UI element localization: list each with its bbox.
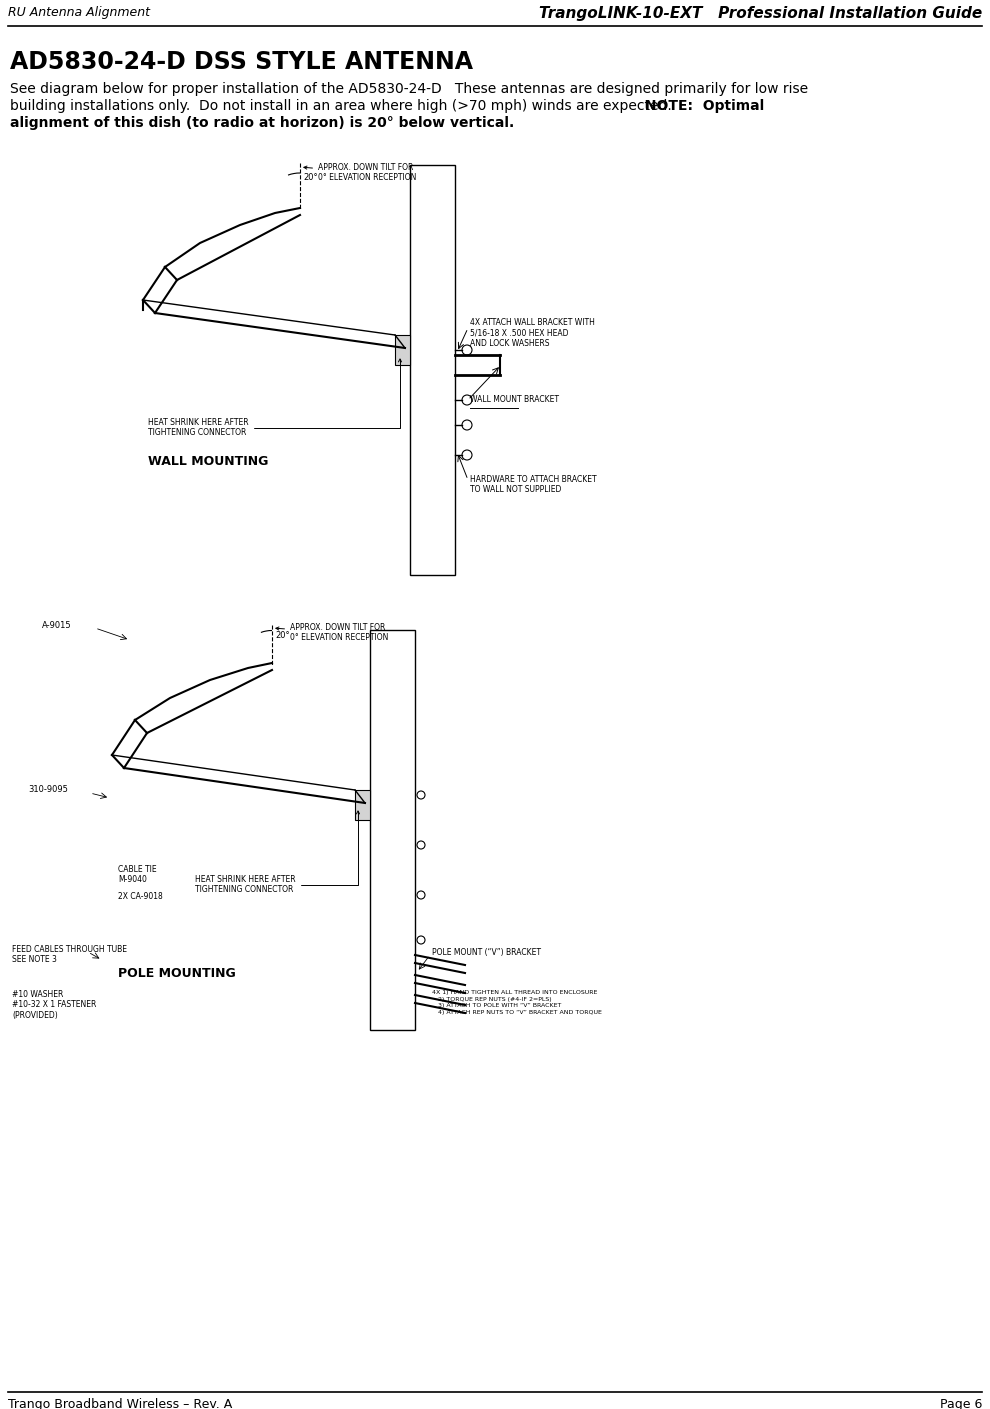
Text: #10 WASHER
#10-32 X 1 FASTENER
(PROVIDED): #10 WASHER #10-32 X 1 FASTENER (PROVIDED… bbox=[12, 991, 96, 1020]
Text: CABLE TIE
M-9040: CABLE TIE M-9040 bbox=[118, 865, 156, 885]
Polygon shape bbox=[355, 790, 370, 820]
Text: WALL MOUNT BRACKET: WALL MOUNT BRACKET bbox=[470, 395, 559, 404]
Text: 310-9095: 310-9095 bbox=[28, 785, 68, 795]
Text: HARDWARE TO ATTACH BRACKET
TO WALL NOT SUPPLIED: HARDWARE TO ATTACH BRACKET TO WALL NOT S… bbox=[470, 475, 597, 495]
Text: HEAT SHRINK HERE AFTER
TIGHTENING CONNECTOR: HEAT SHRINK HERE AFTER TIGHTENING CONNEC… bbox=[195, 810, 359, 895]
Text: HEAT SHRINK HERE AFTER
TIGHTENING CONNECTOR: HEAT SHRINK HERE AFTER TIGHTENING CONNEC… bbox=[148, 359, 402, 437]
Text: RU Antenna Alignment: RU Antenna Alignment bbox=[8, 6, 150, 18]
Text: AD5830-24-D DSS STYLE ANTENNA: AD5830-24-D DSS STYLE ANTENNA bbox=[10, 49, 473, 75]
Text: 2X CA-9018: 2X CA-9018 bbox=[118, 892, 162, 900]
Text: See diagram below for proper installation of the AD5830-24-D   These antennas ar: See diagram below for proper installatio… bbox=[10, 82, 808, 96]
Text: POLE MOUNTING: POLE MOUNTING bbox=[118, 967, 236, 981]
Text: POLE MOUNT (“V”) BRACKET: POLE MOUNT (“V”) BRACKET bbox=[432, 947, 541, 957]
Text: TrangoLINK-10-EXT   Professional Installation Guide: TrangoLINK-10-EXT Professional Installat… bbox=[539, 6, 982, 21]
Text: 20°: 20° bbox=[275, 630, 290, 640]
Text: APPROX. DOWN TILT FOR
0° ELEVATION RECEPTION: APPROX. DOWN TILT FOR 0° ELEVATION RECEP… bbox=[276, 623, 388, 643]
Text: building installations only.  Do not install in an area where high (>70 mph) win: building installations only. Do not inst… bbox=[10, 99, 672, 113]
Text: FEED CABLES THROUGH TUBE
SEE NOTE 3: FEED CABLES THROUGH TUBE SEE NOTE 3 bbox=[12, 945, 127, 964]
Text: WALL MOUNTING: WALL MOUNTING bbox=[148, 455, 268, 468]
Polygon shape bbox=[395, 335, 410, 365]
Text: alignment of this dish (to radio at horizon) is 20° below vertical.: alignment of this dish (to radio at hori… bbox=[10, 116, 514, 130]
Text: NOTE:  Optimal: NOTE: Optimal bbox=[640, 99, 764, 113]
Text: 20°: 20° bbox=[303, 173, 318, 183]
Text: Trango Broadband Wireless – Rev. A: Trango Broadband Wireless – Rev. A bbox=[8, 1398, 233, 1409]
Text: 4X ATTACH WALL BRACKET WITH
5/16-18 X .500 HEX HEAD
AND LOCK WASHERS: 4X ATTACH WALL BRACKET WITH 5/16-18 X .5… bbox=[470, 318, 595, 348]
Text: 4X 1) HAND TIGHTEN ALL THREAD INTO ENCLOSURE
   2) TORQUE REP NUTS (#4-IF 2=PLS): 4X 1) HAND TIGHTEN ALL THREAD INTO ENCLO… bbox=[432, 991, 602, 1014]
Text: A-9015: A-9015 bbox=[42, 620, 71, 630]
Text: APPROX. DOWN TILT FOR
0° ELEVATION RECEPTION: APPROX. DOWN TILT FOR 0° ELEVATION RECEP… bbox=[304, 163, 417, 182]
Text: Page 6: Page 6 bbox=[940, 1398, 982, 1409]
